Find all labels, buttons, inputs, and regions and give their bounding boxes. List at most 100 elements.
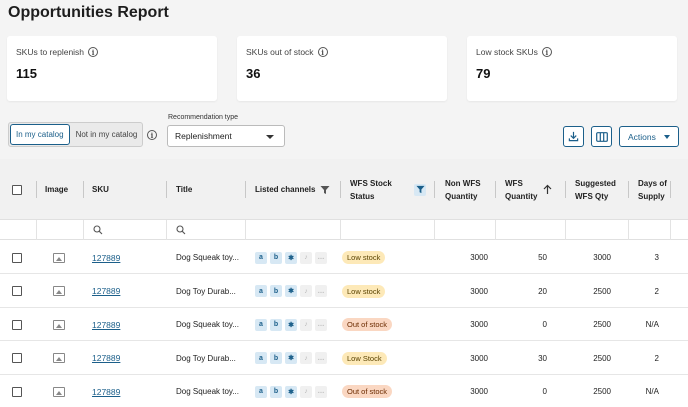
toggle-in-my-catalog[interactable]: In my catalog xyxy=(10,124,70,145)
toggle-not-in-my-catalog[interactable]: Not in my catalog xyxy=(75,130,138,139)
days-of-supply: N/A xyxy=(645,387,659,396)
status-badge: Out of stock xyxy=(342,318,393,331)
row-title: Dog Squeak toy... xyxy=(176,320,239,329)
image-placeholder-icon xyxy=(53,319,65,330)
filter-icon[interactable] xyxy=(320,185,330,195)
image-placeholder-icon xyxy=(53,386,65,397)
suggested-wfs-qty: 2500 xyxy=(593,320,611,329)
wfs-quantity: 30 xyxy=(538,353,547,363)
card-label: Low stock SKUs xyxy=(476,47,538,57)
table-row[interactable]: 127889 Dog Squeak toy... a b ✱ ♪… Out of stock… xyxy=(0,375,688,407)
wfs-quantity: 50 xyxy=(538,253,547,262)
col-wfs-quantity-label: WFS Quantity xyxy=(505,178,538,201)
col-sku[interactable]: SKU xyxy=(92,185,109,194)
col-suggested-wfs-qty[interactable]: Suggested WFS Qty xyxy=(575,178,616,201)
recommendation-type-select[interactable]: Replenishment xyxy=(167,125,285,147)
table-row[interactable]: 127889 Dog Squeak toy... a b ✱ ♪… Out of stock… xyxy=(0,308,688,341)
opportunities-table: Image SKU Title Listed channels WFS Stoc… xyxy=(0,159,688,407)
col-non-wfs-quantity[interactable]: Non WFS Quantity xyxy=(445,178,481,201)
amazon-icon: a xyxy=(255,318,267,331)
info-icon[interactable]: i xyxy=(147,130,157,140)
table-row[interactable]: 127889 Dog Toy Durab... a b ✱ ♪… Low Stock 3000… xyxy=(0,341,688,375)
table-row[interactable]: 127889 Dog Toy Durab... a b ✱ ♪… Low stock 3000… xyxy=(0,274,688,308)
col-wfs-stock-status[interactable]: WFS Stock Status xyxy=(350,159,430,220)
card-low-stock-skus: Low stock SKUs i 79 xyxy=(467,36,677,101)
col-days-of-supply[interactable]: Days of Supply xyxy=(638,178,667,201)
col-listed-channels[interactable]: Listed channels xyxy=(255,159,330,220)
bag-icon: b xyxy=(270,385,282,398)
days-of-supply: 2 xyxy=(654,353,659,363)
sku-link[interactable]: 127889 xyxy=(92,353,121,363)
catalog-toggle: In my catalog Not in my catalog xyxy=(8,122,144,147)
days-of-supply: N/A xyxy=(645,320,659,329)
col-title[interactable]: Title xyxy=(176,185,193,194)
status-badge: Low stock xyxy=(342,251,386,264)
more-icon: … xyxy=(315,251,327,264)
channel-icons: a b ✱ ♪… xyxy=(255,241,327,274)
download-button[interactable] xyxy=(563,126,584,147)
actions-button[interactable]: Actions xyxy=(619,126,679,147)
col-wfs-quantity[interactable]: WFS Quantity xyxy=(505,159,561,220)
tiktok-icon: ♪ xyxy=(300,285,312,297)
row-title: Dog Toy Durab... xyxy=(176,353,236,363)
walmart-spark-icon: ✱ xyxy=(285,285,297,297)
bag-icon: b xyxy=(270,352,282,364)
table-row[interactable]: 127889 Dog Squeak toy... a b ✱ ♪… Low stock 300… xyxy=(0,241,688,274)
suggested-wfs-qty: 3000 xyxy=(593,253,611,262)
info-icon[interactable]: i xyxy=(317,47,328,57)
amazon-icon: a xyxy=(255,352,267,364)
suggested-wfs-qty: 2500 xyxy=(593,286,611,296)
card-value: 79 xyxy=(476,66,491,81)
recommendation-type-label: Recommendation type xyxy=(168,114,239,121)
row-checkbox[interactable] xyxy=(12,319,22,330)
columns-button[interactable] xyxy=(591,126,612,147)
row-checkbox[interactable] xyxy=(12,353,22,363)
channel-icons: a b ✱ ♪… xyxy=(255,342,327,375)
days-of-supply: 3 xyxy=(654,253,659,262)
more-icon: … xyxy=(315,385,327,398)
more-icon: … xyxy=(315,285,327,297)
row-checkbox[interactable] xyxy=(12,286,22,296)
row-checkbox[interactable] xyxy=(12,252,22,263)
non-wfs-quantity: 3000 xyxy=(470,286,488,296)
row-title: Dog Squeak toy... xyxy=(176,253,239,262)
sku-link[interactable]: 127889 xyxy=(92,386,121,397)
sort-ascending-icon[interactable] xyxy=(543,184,552,195)
title-search-input[interactable] xyxy=(167,220,246,240)
tiktok-icon: ♪ xyxy=(300,318,312,331)
sku-link[interactable]: 127889 xyxy=(92,319,121,330)
bag-icon: b xyxy=(270,318,282,331)
amazon-icon: a xyxy=(255,285,267,297)
select-all-checkbox[interactable] xyxy=(12,184,22,195)
row-title: Dog Squeak toy... xyxy=(176,387,239,396)
image-placeholder-icon xyxy=(53,353,65,363)
card-skus-out-of-stock: SKUs out of stock i 36 xyxy=(237,36,447,101)
col-listed-channels-label: Listed channels xyxy=(255,185,316,194)
amazon-icon: a xyxy=(255,385,267,398)
suggested-wfs-qty: 2500 xyxy=(593,353,611,363)
info-icon[interactable]: i xyxy=(541,47,552,57)
filter-row xyxy=(0,220,688,240)
wfs-quantity: 0 xyxy=(542,320,547,329)
columns-icon xyxy=(595,131,608,142)
status-badge: Low Stock xyxy=(342,351,387,365)
card-skus-to-replenish: SKUs to replenish i 115 xyxy=(7,36,217,101)
chevron-down-icon xyxy=(266,135,274,139)
card-value: 115 xyxy=(16,66,37,81)
sku-link[interactable]: 127889 xyxy=(92,252,121,263)
search-icon xyxy=(176,225,186,235)
days-of-supply: 2 xyxy=(654,286,659,296)
sku-link[interactable]: 127889 xyxy=(92,286,121,296)
sku-search-input[interactable] xyxy=(84,220,167,240)
non-wfs-quantity: 3000 xyxy=(470,320,488,329)
search-icon xyxy=(93,225,103,235)
non-wfs-quantity: 3000 xyxy=(470,387,488,396)
info-icon[interactable]: i xyxy=(88,47,99,57)
image-placeholder-icon xyxy=(53,252,65,263)
status-badge: Low stock xyxy=(342,284,386,298)
wfs-quantity: 20 xyxy=(538,286,547,296)
more-icon: … xyxy=(315,318,327,331)
filter-active-icon[interactable] xyxy=(414,183,426,196)
row-checkbox[interactable] xyxy=(12,386,22,397)
walmart-spark-icon: ✱ xyxy=(285,318,297,331)
